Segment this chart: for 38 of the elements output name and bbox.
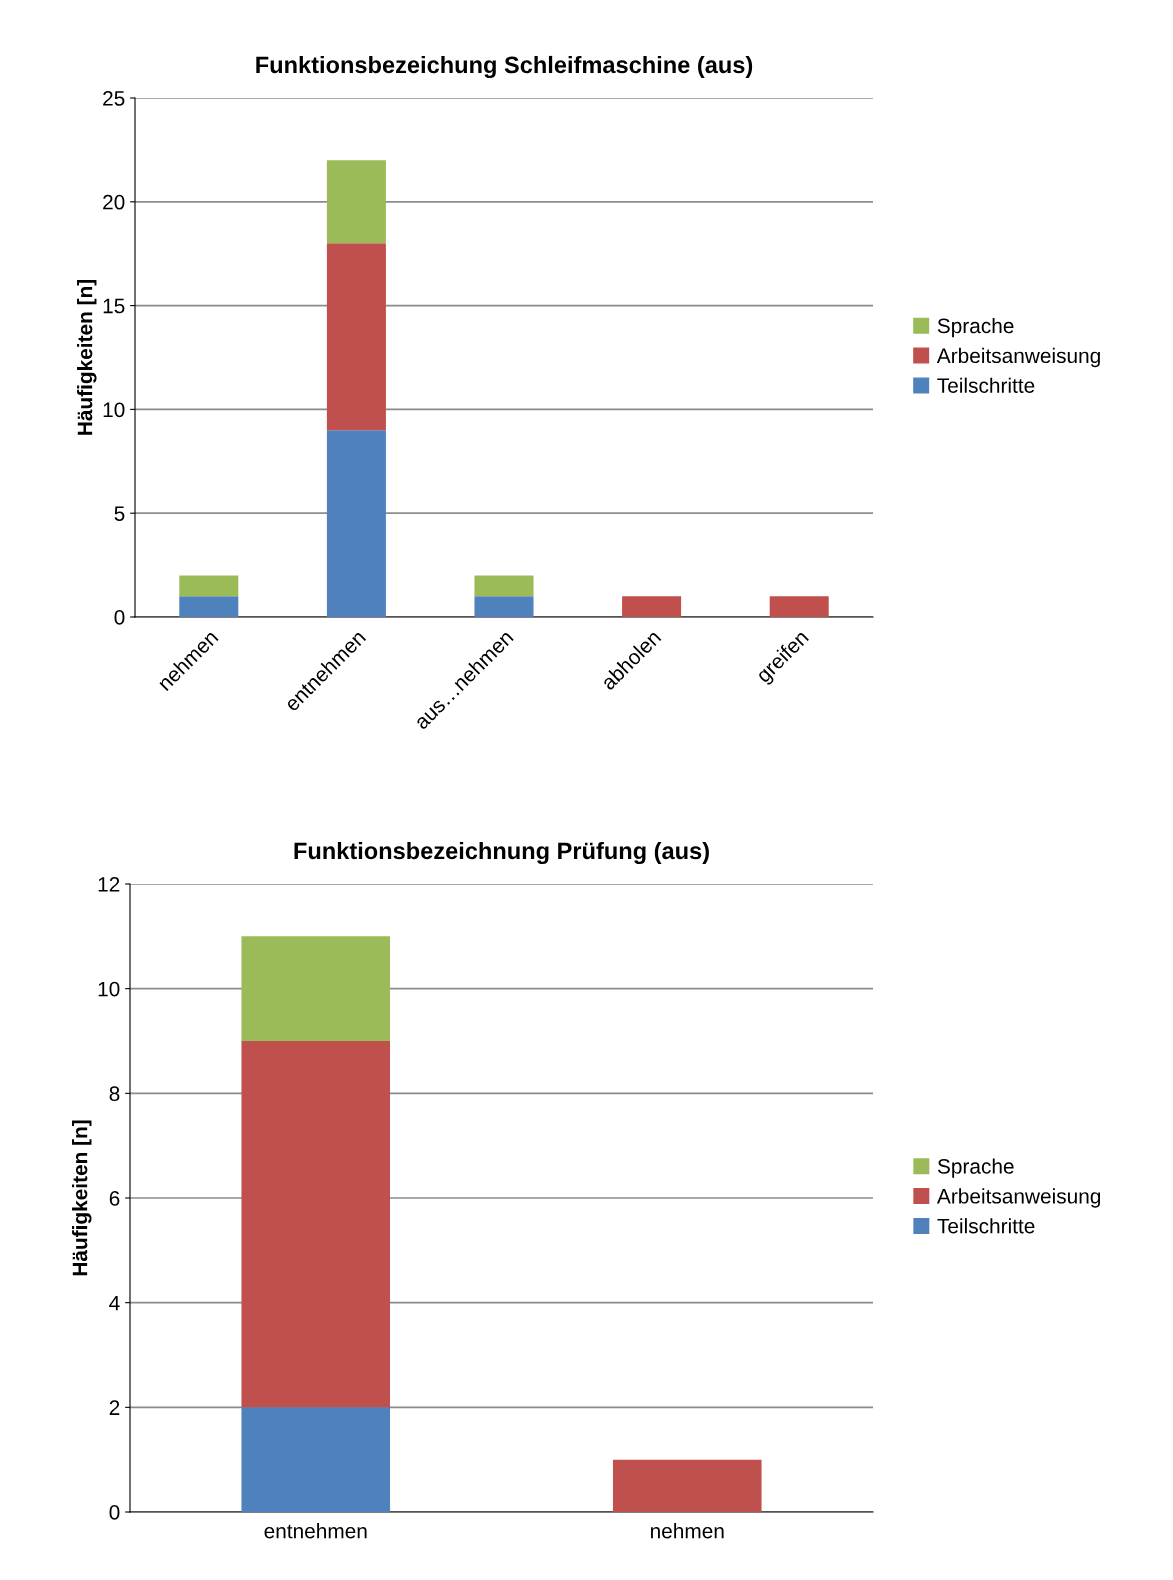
legend-label: Sprache xyxy=(937,317,1014,338)
bar xyxy=(241,1041,391,1408)
chart-title: Funktionsbezeichung Schleifmaschine (aus) xyxy=(256,55,753,78)
bar xyxy=(326,430,386,617)
legend-label: Arbeitsanweisung xyxy=(936,347,1100,368)
chart-title: Funktionsbezeichnung Prüfung (aus) xyxy=(294,841,709,864)
y-tick-label: 10 xyxy=(98,981,120,997)
y-tick-label: 12 xyxy=(98,877,120,892)
y-tick-label: 5 xyxy=(114,506,125,521)
bar xyxy=(612,1459,762,1512)
legend-label: Teilschritte xyxy=(937,377,1035,393)
x-tick-label: entnehmen xyxy=(264,1523,367,1539)
y-tick-label: 0 xyxy=(114,610,125,625)
legend-label: Teilschritte xyxy=(937,1218,1035,1234)
y-tick-label: 2 xyxy=(109,1400,120,1415)
legend-label: Arbeitsanweisung xyxy=(937,1188,1101,1208)
bar xyxy=(622,596,682,617)
x-tick-label: nehmen xyxy=(650,1523,724,1539)
legend-label: Sprache xyxy=(937,1158,1014,1178)
bar xyxy=(241,936,391,1041)
y-tick-label: 10 xyxy=(103,402,125,418)
bar xyxy=(326,243,386,431)
y-tick-label: 25 xyxy=(103,91,125,106)
bar xyxy=(179,596,239,617)
y-tick-label: 20 xyxy=(103,194,125,210)
y-tick-label: 8 xyxy=(109,1086,120,1102)
bar xyxy=(769,596,829,617)
bar xyxy=(179,575,239,597)
y-tick-label: 15 xyxy=(103,298,125,314)
bar xyxy=(474,596,534,617)
bar xyxy=(241,1407,391,1512)
y-axis-title: Häufigkeiten [n] xyxy=(72,1120,92,1276)
y-axis-title: Häufigkeiten [n] xyxy=(77,279,97,435)
y-tick-label: 6 xyxy=(109,1191,120,1206)
y-tick-label: 0 xyxy=(109,1505,120,1520)
bar xyxy=(474,575,534,597)
y-tick-label: 4 xyxy=(109,1295,120,1311)
bar xyxy=(326,160,386,244)
